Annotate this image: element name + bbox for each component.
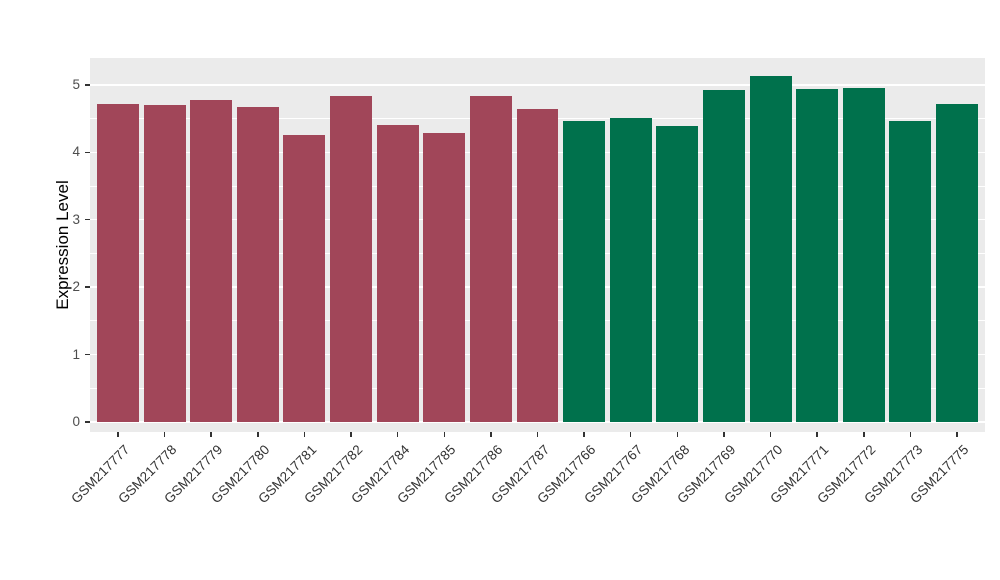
x-tick-mark xyxy=(163,432,166,437)
bar xyxy=(796,88,839,422)
bar xyxy=(236,106,279,422)
x-tick-mark xyxy=(303,432,306,437)
y-tick-mark xyxy=(85,84,90,86)
y-tick-label: 3 xyxy=(72,211,80,227)
x-tick-mark xyxy=(863,432,865,437)
bar xyxy=(516,109,559,422)
bar xyxy=(842,87,885,422)
bar xyxy=(96,103,139,422)
x-tick-mark xyxy=(210,432,212,437)
y-tick-label: 5 xyxy=(72,76,80,92)
y-tick-label: 0 xyxy=(72,413,80,429)
bar xyxy=(469,96,512,422)
y-tick-label: 1 xyxy=(72,346,80,362)
x-tick-mark xyxy=(350,432,352,437)
y-tick-mark xyxy=(85,151,90,154)
x-tick-mark xyxy=(536,432,539,437)
y-tick-label: 2 xyxy=(72,279,80,295)
y-tick-mark xyxy=(85,286,90,288)
x-tick-mark xyxy=(816,432,818,437)
x-tick-mark xyxy=(629,432,632,437)
y-tick-mark xyxy=(85,219,90,221)
x-tick-mark xyxy=(443,432,446,437)
gridline-major xyxy=(90,421,985,423)
bar xyxy=(423,132,466,422)
bar xyxy=(609,117,652,422)
bar xyxy=(376,125,419,422)
gridline-major xyxy=(90,84,985,86)
bar xyxy=(190,99,233,422)
x-tick-mark xyxy=(909,432,912,437)
y-tick-label: 4 xyxy=(72,144,80,160)
x-tick-mark xyxy=(676,432,679,437)
y-tick-mark xyxy=(85,353,90,356)
x-tick-mark xyxy=(490,432,492,437)
bar xyxy=(936,103,978,422)
x-tick-mark xyxy=(769,432,772,437)
x-tick-mark xyxy=(723,432,725,437)
bar xyxy=(283,134,326,422)
bar xyxy=(889,120,932,422)
bar xyxy=(563,120,606,422)
bar xyxy=(143,105,186,422)
y-tick-mark xyxy=(85,421,90,423)
bar xyxy=(702,90,745,422)
x-tick-mark xyxy=(583,432,585,437)
bar xyxy=(749,76,792,422)
x-tick-mark xyxy=(117,432,119,437)
x-tick-mark xyxy=(956,432,958,437)
plot-panel xyxy=(90,58,985,432)
bar xyxy=(330,96,373,422)
bar xyxy=(656,126,699,422)
x-tick-mark xyxy=(396,432,399,437)
x-tick-mark xyxy=(257,432,259,437)
